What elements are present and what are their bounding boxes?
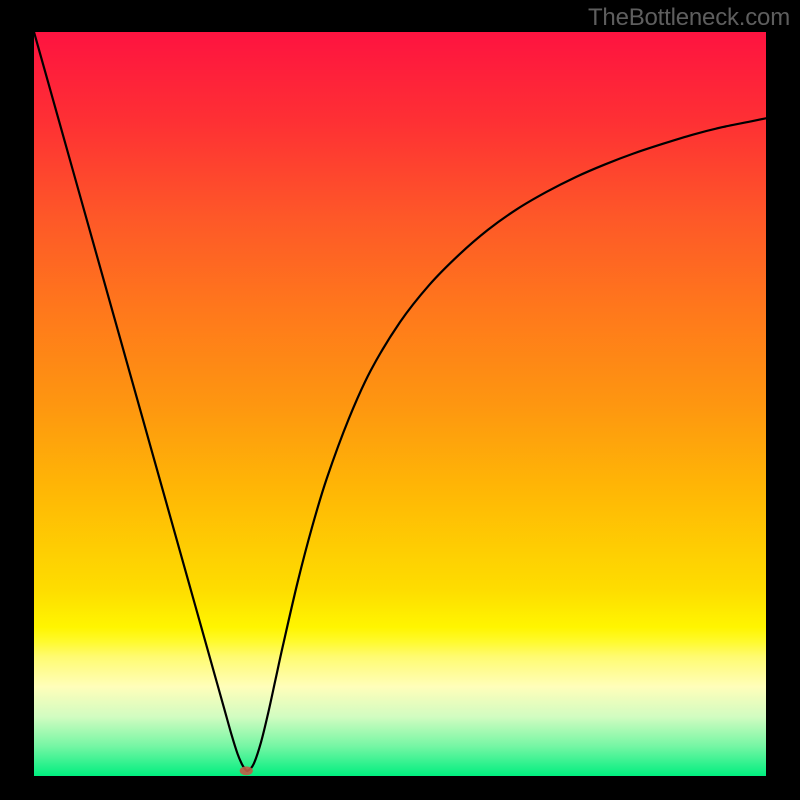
watermark-text: TheBottleneck.com (588, 4, 790, 32)
gradient-background (34, 32, 766, 776)
chart-svg (34, 32, 766, 776)
chart-container: TheBottleneck.com (0, 0, 800, 800)
optimal-point-marker (240, 766, 253, 775)
plot-area (34, 32, 766, 776)
